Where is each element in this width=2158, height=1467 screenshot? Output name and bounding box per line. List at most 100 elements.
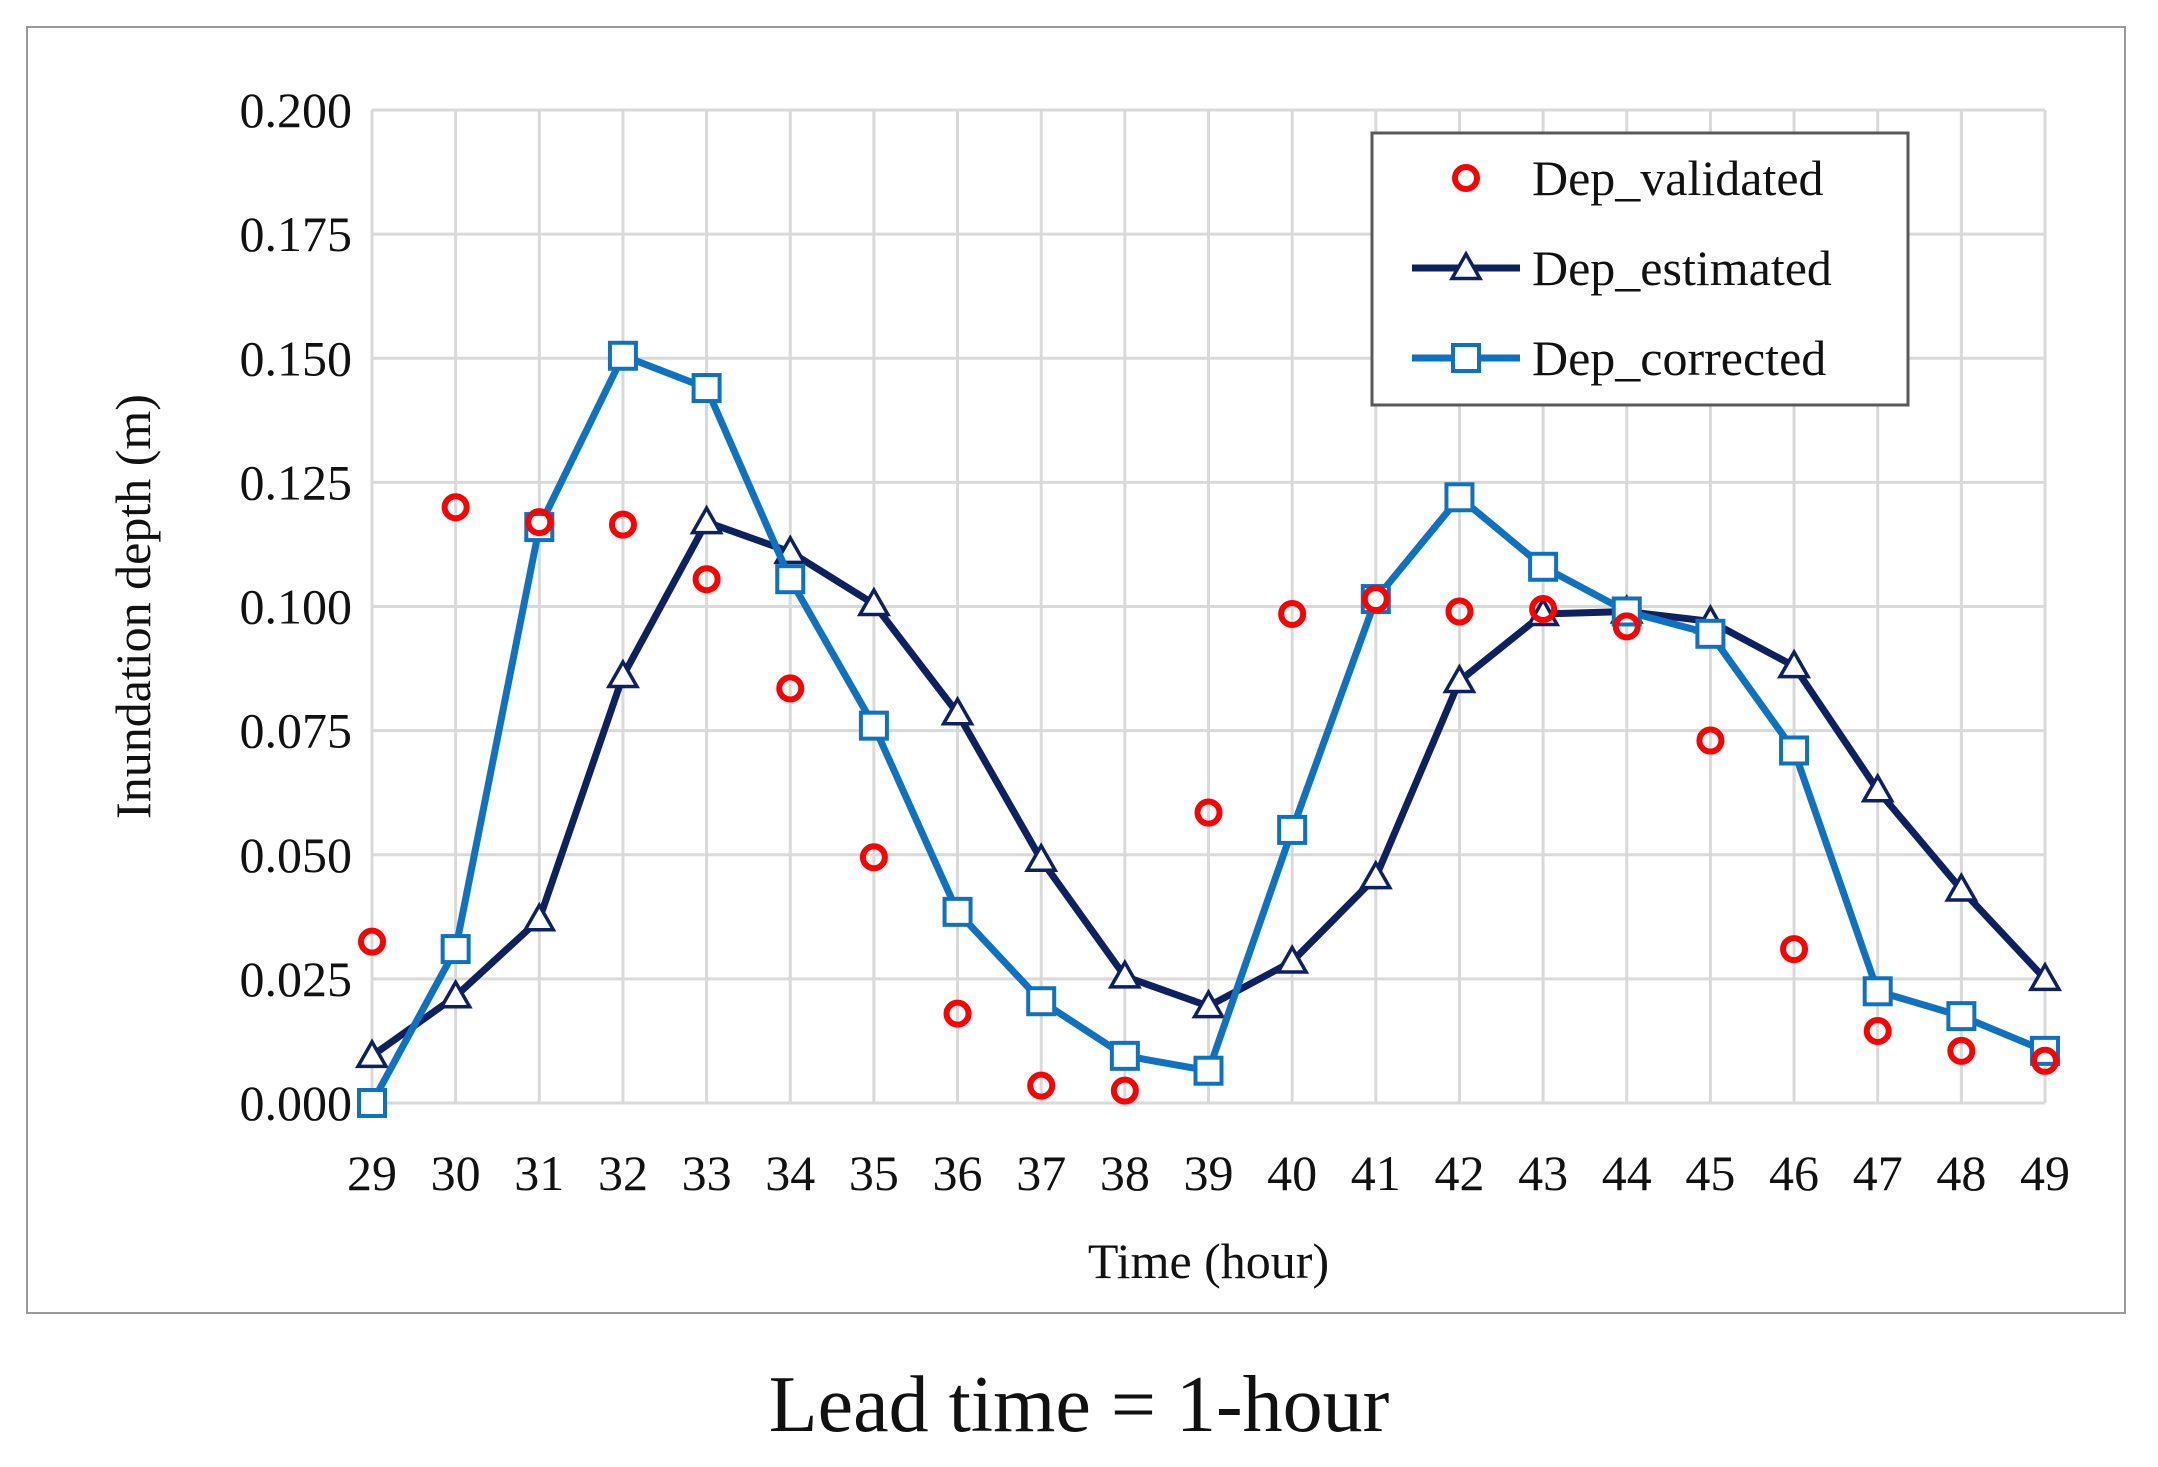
data-point-dep-validated xyxy=(1947,1036,1976,1065)
data-point-dep-validated xyxy=(1027,1071,1056,1100)
data-point-dep-corrected xyxy=(1193,1055,1224,1086)
data-point-dep-estimated xyxy=(1358,859,1393,890)
data-point-dep-corrected xyxy=(858,710,889,741)
x-tick-label: 44 xyxy=(1602,1145,1652,1201)
data-point-dep-validated xyxy=(943,999,972,1028)
data-point-dep-validated xyxy=(859,843,888,872)
legend-item-dep-corrected: Dep_corrected xyxy=(1412,330,1826,386)
legend-item-dep-estimated: Dep_estimated xyxy=(1412,240,1832,296)
data-point-dep-corrected xyxy=(691,373,722,404)
legend-label: Dep_corrected xyxy=(1532,330,1826,386)
data-point-dep-estimated xyxy=(605,658,640,689)
data-point-dep-corrected xyxy=(357,1088,387,1118)
legend-label: Dep_estimated xyxy=(1532,240,1832,296)
data-point-dep-validated xyxy=(1696,726,1725,755)
y-tick-label: 0.075 xyxy=(240,703,353,759)
data-point-dep-validated xyxy=(692,565,721,594)
x-tick-label: 46 xyxy=(1769,1145,1819,1201)
data-point-dep-estimated xyxy=(522,901,557,932)
data-point-dep-estimated xyxy=(438,978,473,1009)
data-point-dep-corrected xyxy=(1444,482,1475,513)
x-tick-label: 43 xyxy=(1518,1145,1568,1201)
x-tick-label: 36 xyxy=(933,1145,983,1201)
x-axis-ticks: 29 30 31 32 33 34 35 36 37 38 39 40 41 42 43 44 45 46 47 48… xyxy=(347,1145,2070,1201)
data-point-dep-estimated xyxy=(940,695,975,726)
data-point-dep-estimated xyxy=(1777,648,1812,679)
data-point-dep-corrected xyxy=(1946,1001,1977,1032)
x-tick-label: 49 xyxy=(2020,1145,2070,1201)
data-point-dep-estimated xyxy=(354,1038,390,1069)
data-point-dep-estimated xyxy=(2027,961,2063,992)
x-tick-label: 42 xyxy=(1434,1145,1484,1201)
x-tick-label: 47 xyxy=(1853,1145,1903,1201)
data-point-dep-validated xyxy=(441,493,470,522)
x-tick-label: 35 xyxy=(849,1145,899,1201)
x-tick-label: 33 xyxy=(682,1145,732,1201)
series-dep-validated xyxy=(358,493,2059,1105)
data-point-dep-corrected xyxy=(1277,814,1308,845)
data-point-dep-estimated xyxy=(856,586,891,617)
y-tick-label: 0.175 xyxy=(240,206,353,262)
x-tick-label: 37 xyxy=(1016,1145,1066,1201)
x-tick-label: 34 xyxy=(765,1145,815,1201)
y-tick-label: 0.200 xyxy=(240,82,353,138)
y-tick-label: 0.050 xyxy=(240,827,353,883)
data-point-dep-corrected xyxy=(607,340,638,371)
data-point-dep-validated xyxy=(1445,597,1474,626)
data-point-dep-estimated xyxy=(1191,988,1226,1019)
x-tick-label: 39 xyxy=(1184,1145,1234,1201)
data-point-dep-estimated xyxy=(1275,943,1310,974)
x-tick-label: 30 xyxy=(431,1145,481,1201)
data-point-dep-validated xyxy=(525,508,554,537)
legend-marker xyxy=(1451,343,1481,373)
data-point-dep-validated xyxy=(2031,1046,2059,1075)
data-point-dep-estimated xyxy=(1442,663,1477,694)
data-point-dep-estimated xyxy=(689,504,724,535)
y-tick-label: 0.000 xyxy=(240,1075,353,1131)
data-point-dep-validated xyxy=(1863,1017,1892,1046)
x-tick-label: 29 xyxy=(347,1145,397,1201)
data-point-dep-validated xyxy=(1110,1076,1139,1105)
y-tick-label: 0.025 xyxy=(240,951,353,1007)
legend-label: Dep_validated xyxy=(1532,150,1824,206)
y-tick-label: 0.125 xyxy=(240,454,353,510)
data-point-dep-corrected xyxy=(1779,735,1810,766)
data-point-dep-corrected xyxy=(1695,618,1726,649)
legend: Dep_validated Dep_estimated Dep_corrected xyxy=(1370,131,1910,407)
data-point-dep-corrected xyxy=(942,896,973,927)
series-layer xyxy=(354,340,2063,1118)
data-point-dep-validated xyxy=(1278,599,1307,628)
x-tick-label: 45 xyxy=(1685,1145,1735,1201)
data-point-dep-validated xyxy=(1529,594,1558,623)
legend-item-dep-validated: Dep_validated xyxy=(1452,150,1824,206)
data-point-dep-corrected xyxy=(1109,1040,1140,1071)
chart: 0.000 0.025 0.050 0.075 0.100 0.125 0.150 0.175… xyxy=(105,82,2070,1289)
data-point-dep-corrected xyxy=(440,934,471,965)
chart-caption: Lead time = 1-hour xyxy=(768,1361,1390,1449)
legend-marker xyxy=(1452,164,1480,192)
data-point-dep-validated xyxy=(358,927,386,956)
data-point-dep-corrected xyxy=(1862,976,1893,1007)
data-point-dep-corrected xyxy=(1026,986,1057,1017)
data-point-dep-validated xyxy=(1780,935,1809,964)
data-point-dep-estimated xyxy=(1860,772,1895,803)
data-point-dep-validated xyxy=(776,674,805,703)
x-tick-label: 48 xyxy=(1936,1145,1986,1201)
data-point-dep-estimated xyxy=(1944,871,1979,902)
data-point-dep-validated xyxy=(1612,612,1641,641)
data-point-dep-validated xyxy=(608,510,637,539)
x-tick-label: 31 xyxy=(514,1145,564,1201)
data-point-dep-validated xyxy=(1361,585,1390,614)
series-dep-corrected xyxy=(357,340,2060,1118)
y-axis-ticks: 0.000 0.025 0.050 0.075 0.100 0.125 0.150 0.175… xyxy=(240,82,353,1131)
y-tick-label: 0.150 xyxy=(240,330,353,386)
chart-frame xyxy=(26,26,2126,1314)
x-axis-label: Time (hour) xyxy=(1088,1233,1329,1289)
x-tick-label: 40 xyxy=(1267,1145,1317,1201)
x-tick-label: 32 xyxy=(598,1145,648,1201)
y-tick-label: 0.100 xyxy=(240,579,353,635)
data-point-dep-estimated xyxy=(1024,842,1059,872)
y-axis-label: Inundation depth (m) xyxy=(105,394,161,819)
data-point-dep-corrected xyxy=(1528,551,1559,582)
data-point-dep-validated xyxy=(1194,798,1223,827)
